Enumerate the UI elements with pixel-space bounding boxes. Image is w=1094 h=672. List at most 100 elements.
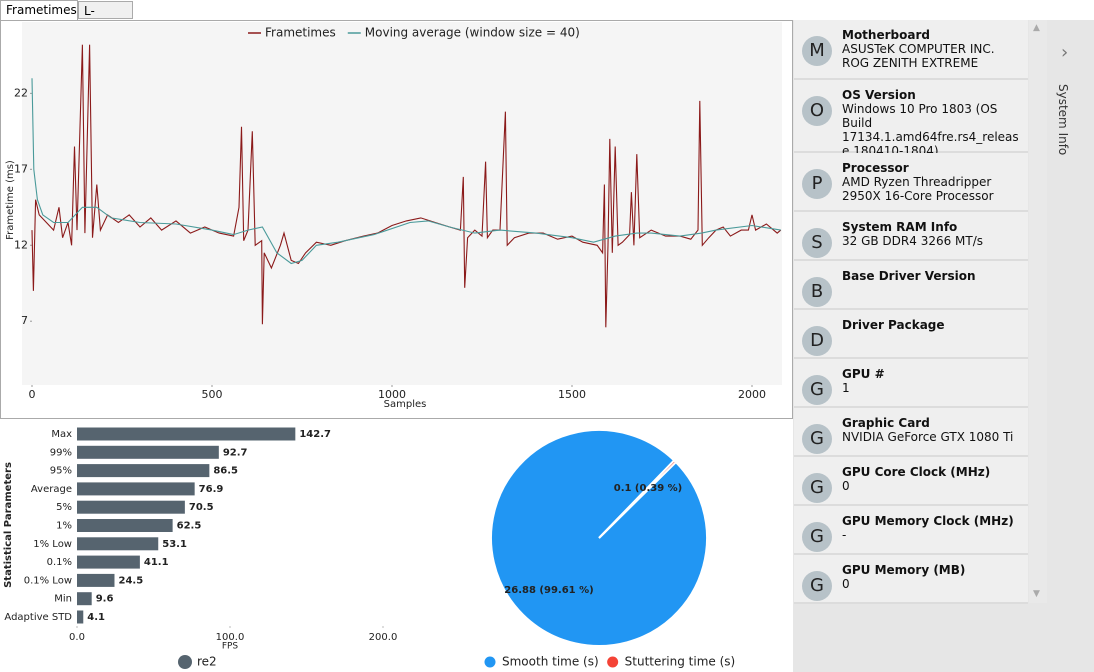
avatar: G (802, 424, 832, 454)
item-value: NVIDIA GeForce GTX 1080 Ti (842, 430, 1014, 444)
pie-slice (598, 458, 678, 539)
bar (77, 610, 84, 624)
slice-label: 0.1 (0.39 %) (614, 483, 683, 494)
bar (77, 482, 195, 496)
item-title: Driver Package (842, 318, 945, 332)
item-title: OS Version (842, 88, 916, 102)
item-value: 0 (842, 577, 850, 591)
avatar: O (802, 96, 832, 126)
value-label: 53.1 (162, 539, 187, 550)
legend-label: Smooth time (s) (502, 655, 599, 669)
info-item: B Base Driver Version (794, 261, 1028, 310)
legend-label: Moving average (window size = 40) (365, 26, 580, 40)
y-axis-label: Statistical Parameters (3, 462, 14, 588)
info-item: O OS Version Windows 10 Pro 1803 (OS Build… (794, 80, 1028, 158)
value-label: 92.7 (223, 447, 248, 458)
value-label: 142.7 (299, 429, 331, 440)
bar (77, 573, 115, 587)
item-title: Processor (842, 161, 909, 175)
info-item: G GPU Memory (MB) 0 (794, 555, 1028, 604)
value-label: 70.5 (189, 502, 214, 513)
item-value: AMD Ryzen Threadripper 2950X 16-Core Pro… (842, 175, 994, 203)
x-tick-label: 0.0 (69, 632, 85, 643)
item-value: Windows 10 Pro 1803 (OS Build 17134.1.am… (842, 102, 1019, 158)
bar (77, 519, 173, 532)
info-item: G GPU #1 (794, 359, 1028, 408)
x-tick-label: 200.0 (369, 632, 398, 643)
category-label: Min (54, 594, 72, 605)
slice-label: 26.88 (99.61 %) (504, 585, 593, 596)
category-label: 0.1% Low (24, 575, 72, 586)
expand-button[interactable]: › (1061, 42, 1069, 63)
bar (77, 592, 92, 606)
info-item: G GPU Core Clock (MHz) 0 (794, 457, 1028, 506)
y-tick-label: 17 (14, 162, 28, 175)
bar (77, 555, 140, 569)
info-item: S System RAM Info 32 GB DDR4 3266 MT/s (794, 212, 1028, 261)
scrollbar[interactable]: ▲ ▼ (1029, 20, 1047, 603)
legend-swatch (484, 656, 496, 668)
item-title: GPU # (842, 367, 885, 381)
x-axis-label: Samples (384, 399, 427, 410)
item-value: 1 (842, 381, 850, 395)
bar (77, 500, 185, 514)
avatar: D (802, 326, 832, 356)
legend-label: Frametimes (265, 26, 336, 40)
value-label: 9.6 (96, 594, 114, 605)
category-label: 5% (56, 502, 72, 513)
category-label: Adaptive STD (4, 612, 72, 623)
legend-label: Stuttering time (s) (625, 655, 736, 669)
avatar: G (802, 571, 832, 601)
category-label: 1% (56, 521, 72, 532)
series-line (31, 78, 781, 265)
category-label: Max (51, 429, 72, 440)
plot-area (22, 22, 782, 385)
value-label: 76.9 (199, 484, 224, 495)
sidebar-title: System Info (1056, 84, 1070, 156)
bar (77, 445, 219, 459)
bar (77, 427, 296, 441)
x-axis-label: FPS (222, 642, 239, 652)
item-title: Motherboard (842, 28, 930, 42)
legend-swatch (178, 655, 192, 669)
y-tick-label: 12 (14, 238, 28, 251)
category-label: 1% Low (33, 539, 72, 550)
y-tick-label: 7 (21, 314, 28, 327)
x-tick-label: 1000 (378, 388, 406, 401)
y-tick-label: 22 (14, 86, 28, 99)
category-label: 95% (50, 466, 72, 477)
category-label: 99% (50, 447, 72, 458)
avatar: B (802, 277, 832, 307)
item-title: Base Driver Version (842, 269, 976, 283)
bar (77, 464, 210, 478)
info-item: G GPU Memory Clock (MHz) - (794, 506, 1028, 555)
x-tick-label: 0 (29, 388, 36, 401)
item-value: - (842, 528, 847, 542)
value-label: 24.5 (118, 575, 143, 586)
item-title: GPU Memory (MB) (842, 563, 966, 577)
legend-swatch (607, 656, 619, 668)
item-title: GPU Memory Clock (MHz) (842, 514, 1014, 528)
x-tick-label: 500 (202, 388, 223, 401)
charts: 0 500 1000 1500 2000 7 12 17 22 Samples Frametime … (0, 20, 793, 669)
avatar: G (802, 473, 832, 503)
sidebar: ▲ ▼ › System Info M Motherboard ASUSTeK COM… (793, 20, 1094, 672)
category-label: 0.1% (47, 557, 72, 568)
info-item: M Motherboard ASUSTeK COMPUTER INC. ROG ZE… (794, 20, 1028, 80)
value-label: 62.5 (177, 521, 202, 532)
info-item: G Graphic Card NVIDIA GeForce GTX 1080 Ti (794, 408, 1028, 457)
category-label: Average (31, 484, 72, 495)
legend-label: re2 (197, 655, 217, 669)
item-title: Graphic Card (842, 416, 930, 430)
x-tick-label: 2000 (738, 388, 766, 401)
tab[interactable]: Frametimes (0, 0, 78, 20)
value-label: 41.1 (144, 557, 169, 568)
avatar: S (802, 228, 832, 258)
value-label: 4.1 (87, 612, 105, 623)
avatar: G (802, 522, 832, 552)
info-item: P Processor AMD Ryzen Threadripper 2950X 1… (794, 153, 1028, 212)
item-value: 32 GB DDR4 3266 MT/s (842, 234, 984, 248)
item-value: ASUSTeK COMPUTER INC. ROG ZENITH EXTREME (842, 42, 995, 70)
x-tick-label: 1500 (558, 388, 586, 401)
